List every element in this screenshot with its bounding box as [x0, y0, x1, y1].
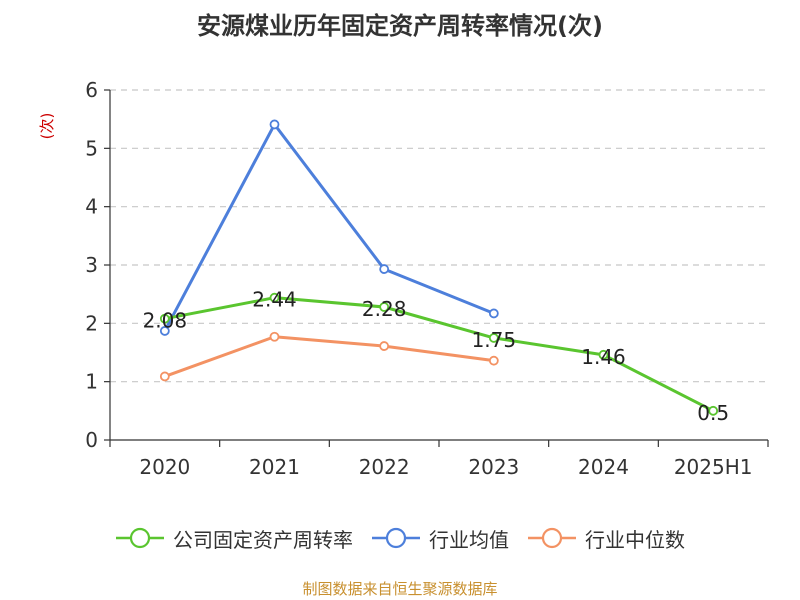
data-source-note: 制图数据来自恒生聚源数据库: [302, 580, 498, 598]
data-point[interactable]: [488, 333, 499, 343]
x-tick-label: 2020: [139, 455, 190, 479]
y-axis-label: (次): [38, 113, 56, 140]
data-label: 1.46: [581, 345, 626, 369]
data-point[interactable]: [159, 326, 170, 336]
data-point[interactable]: [159, 313, 170, 324]
legend: 公司固定资产周转率 行业均值 行业中位数: [0, 518, 800, 558]
data-point[interactable]: [269, 292, 280, 303]
y-tick-label: 2: [85, 311, 98, 335]
series-line: [164, 296, 714, 413]
y-tick-label: 4: [85, 195, 98, 219]
x-tick-label: 2025H1: [674, 455, 753, 479]
chart-title: 安源煤业历年固定资产周转率情况(次): [197, 12, 603, 40]
y-tick-label: 6: [85, 78, 98, 102]
y-tick-label: 1: [85, 370, 98, 394]
data-point[interactable]: [269, 119, 280, 130]
x-tick-label: 2021: [249, 455, 300, 479]
legend-marker-icon: [528, 527, 576, 549]
data-point[interactable]: [159, 371, 170, 382]
data-label: 2.28: [362, 297, 407, 321]
x-tick-label: 2022: [359, 455, 410, 479]
legend-label: 公司固定资产周转率: [173, 527, 353, 552]
legend-marker-icon: [116, 527, 164, 549]
legend-label: 行业中位数: [585, 527, 685, 552]
data-point[interactable]: [488, 308, 499, 319]
data-point[interactable]: [708, 405, 719, 416]
data-label: 0.5: [697, 401, 729, 425]
legend-label: 行业均值: [429, 527, 509, 552]
legend-marker-icon: [372, 527, 420, 549]
y-tick-label: 3: [85, 253, 98, 277]
data-label: 2.08: [143, 309, 188, 333]
x-tick-label: 2023: [468, 455, 519, 479]
y-tick-label: 5: [85, 136, 98, 160]
legend-item[interactable]: 行业均值: [371, 524, 509, 553]
data-point[interactable]: [488, 355, 499, 366]
legend-item[interactable]: 行业中位数: [527, 524, 685, 553]
x-tick-label: 2024: [578, 455, 629, 479]
data-point[interactable]: [379, 341, 390, 351]
data-label: 2.44: [252, 288, 297, 312]
data-point[interactable]: [269, 331, 280, 342]
legend-item[interactable]: 公司固定资产周转率: [115, 524, 353, 553]
data-point[interactable]: [379, 302, 390, 312]
series-line: [163, 122, 495, 332]
y-tick-label: 0: [85, 428, 98, 452]
data-point[interactable]: [379, 264, 390, 274]
data-label: 1.75: [472, 328, 517, 352]
series-line: [164, 335, 495, 378]
data-point[interactable]: [598, 349, 609, 360]
